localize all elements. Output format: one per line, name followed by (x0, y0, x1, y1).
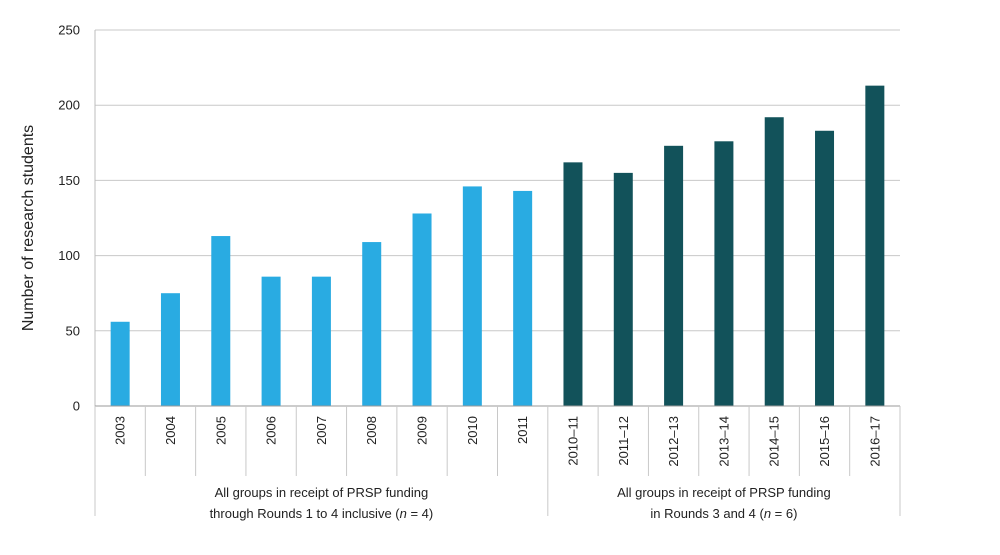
bar (613, 172, 633, 406)
x-tick-label: 2007 (314, 416, 329, 445)
x-tick-label: 2015–16 (817, 416, 832, 467)
bar (311, 276, 331, 406)
bar (764, 117, 784, 407)
bar (714, 141, 734, 406)
bar (362, 242, 382, 406)
y-tick-label: 50 (66, 323, 80, 338)
x-tick-label: 2011 (515, 416, 530, 444)
x-tick-label: 2014–15 (767, 416, 782, 467)
bar (815, 130, 835, 406)
bar (563, 162, 583, 406)
axes (94, 30, 901, 516)
group-label-line1: All groups in receipt of PRSP funding (215, 485, 429, 500)
x-tick-label: 2006 (264, 416, 279, 445)
bar (664, 145, 684, 407)
x-tick-label: 2013–14 (716, 416, 731, 467)
group-label-line2: through Rounds 1 to 4 inclusive (n = 4) (210, 506, 434, 521)
y-tick-label: 250 (58, 23, 80, 38)
bars (110, 85, 885, 407)
bar (110, 321, 130, 406)
y-tick-label: 150 (58, 173, 80, 188)
bar (513, 190, 533, 406)
bar (412, 213, 432, 406)
bar (462, 186, 482, 406)
y-axis-title: Number of research students (20, 125, 37, 331)
x-tick-label: 2003 (113, 416, 128, 445)
group-label-line2: in Rounds 3 and 4 (n = 6) (650, 506, 797, 521)
y-tick-label: 200 (58, 98, 80, 113)
y-tick-label: 0 (73, 399, 80, 414)
x-tick-label: 2016–17 (867, 416, 882, 467)
y-tick-label: 100 (58, 248, 80, 263)
x-tick-label: 2005 (213, 416, 228, 445)
bar (261, 276, 281, 406)
group-label-line1: All groups in receipt of PRSP funding (617, 485, 831, 500)
labels: 0 50 100 150 200 250 2003 2004 2005 2006 2007 2008 2… (58, 23, 882, 522)
x-tick-label: 2011–12 (616, 416, 631, 466)
x-tick-label: 2008 (364, 416, 379, 445)
x-tick-label: 2010 (465, 416, 480, 445)
x-tick-label: 2004 (163, 416, 178, 445)
x-tick-label: 2010–11 (565, 416, 580, 466)
x-tick-label: 2012–13 (666, 416, 681, 467)
bar (160, 293, 180, 406)
bar (865, 85, 885, 406)
bar (211, 236, 231, 406)
x-tick-label: 2009 (415, 416, 430, 445)
